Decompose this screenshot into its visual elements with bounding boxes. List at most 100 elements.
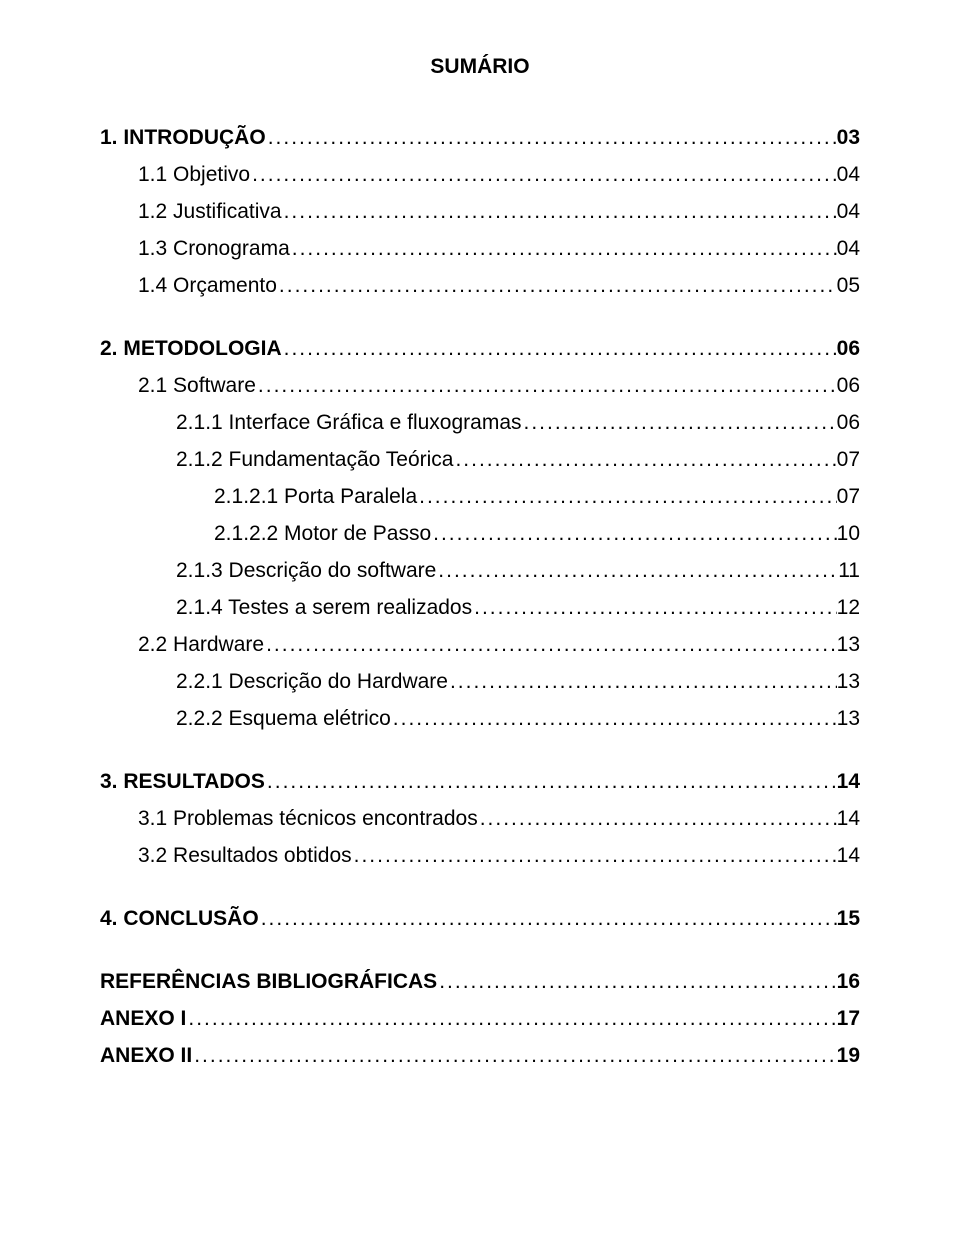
toc-block: 1. INTRODUÇÃO031.1 Objetivo041.2 Justifi… [100, 127, 860, 296]
toc-entry-page: 07 [837, 486, 860, 507]
toc-entry-page: 05 [837, 275, 860, 296]
toc-block: REFERÊNCIAS BIBLIOGRÁFICAS16ANEXO I17ANE… [100, 971, 860, 1066]
toc-entry-label: 2. METODOLOGIA [100, 338, 282, 359]
toc-entry-label: 1.4 Orçamento [138, 275, 277, 296]
toc-entry-page: 13 [837, 708, 860, 729]
toc-line: 2.1.2.2 Motor de Passo 10 [100, 523, 860, 544]
toc-entry-page: 06 [837, 375, 860, 396]
toc-entry-label: 2.1.1 Interface Gráfica e fluxogramas [176, 412, 522, 433]
toc-entry-label: 1.3 Cronograma [138, 238, 290, 259]
toc-entry-page: 16 [837, 971, 860, 992]
toc-line: 2.1 Software 06 [100, 375, 860, 396]
dot-leader [437, 971, 836, 992]
toc-line: 3. RESULTADOS 14 [100, 771, 860, 792]
toc-entry-page: 03 [837, 127, 860, 148]
toc-entry-page: 19 [837, 1045, 860, 1066]
toc-entry-label: 2.2 Hardware [138, 634, 264, 655]
toc-line: 2.2.2 Esquema elétrico 13 [100, 708, 860, 729]
toc-line: ANEXO I 17 [100, 1008, 860, 1029]
toc-line: 2.1.2.1 Porta Paralela 07 [100, 486, 860, 507]
dot-leader [448, 671, 837, 692]
toc-page: SUMÁRIO 1. INTRODUÇÃO031.1 Objetivo041.2… [0, 0, 960, 1254]
dot-leader [453, 449, 836, 470]
toc-entry-label: 2.1.2.1 Porta Paralela [214, 486, 417, 507]
toc-entry-label: 1. INTRODUÇÃO [100, 127, 266, 148]
toc-line: 4. CONCLUSÃO 15 [100, 908, 860, 929]
toc-entry-page: 10 [837, 523, 860, 544]
dot-leader [282, 338, 837, 359]
toc-entry-page: 07 [837, 449, 860, 470]
dot-leader [192, 1045, 836, 1066]
dot-leader [277, 275, 837, 296]
dot-leader [290, 238, 837, 259]
dot-leader [256, 375, 837, 396]
dot-leader [265, 771, 837, 792]
toc-line: 2.2.1 Descrição do Hardware 13 [100, 671, 860, 692]
toc-entry-page: 04 [837, 164, 860, 185]
toc-entry-page: 11 [838, 560, 860, 581]
toc-entry-page: 14 [837, 845, 860, 866]
toc-entry-label: REFERÊNCIAS BIBLIOGRÁFICAS [100, 971, 437, 992]
toc-entry-page: 17 [837, 1008, 860, 1029]
toc-block: 2. METODOLOGIA062.1 Software062.1.1 Inte… [100, 338, 860, 729]
toc-line: 2.1.2 Fundamentação Teórica 07 [100, 449, 860, 470]
dot-leader [250, 164, 837, 185]
toc-line: 1. INTRODUÇÃO 03 [100, 127, 860, 148]
dot-leader [478, 808, 837, 829]
toc-entry-label: 2.1.2 Fundamentação Teórica [176, 449, 453, 470]
toc-entry-page: 13 [837, 634, 860, 655]
dot-leader [431, 523, 837, 544]
toc-entry-label: 2.1 Software [138, 375, 256, 396]
dot-leader [259, 908, 837, 929]
toc-entry-label: 2.2.2 Esquema elétrico [176, 708, 391, 729]
toc-entry-page: 04 [837, 201, 860, 222]
dot-leader [352, 845, 837, 866]
toc-entry-label: 3. RESULTADOS [100, 771, 265, 792]
toc-line: 2.1.1 Interface Gráfica e fluxogramas 06 [100, 412, 860, 433]
dot-leader [417, 486, 837, 507]
dot-leader [522, 412, 837, 433]
toc-entry-label: ANEXO II [100, 1045, 192, 1066]
toc-entry-page: 13 [837, 671, 860, 692]
page-title: SUMÁRIO [100, 55, 860, 79]
dot-leader [266, 127, 837, 148]
toc-line: 2.1.3 Descrição do software 11 [100, 560, 860, 581]
toc-entry-label: 3.2 Resultados obtidos [138, 845, 352, 866]
toc-block: 4. CONCLUSÃO 15 [100, 908, 860, 929]
toc-entry-page: 14 [837, 808, 860, 829]
toc-line: ANEXO II 19 [100, 1045, 860, 1066]
toc-entry-label: ANEXO I [100, 1008, 186, 1029]
dot-leader [391, 708, 837, 729]
dot-leader [264, 634, 837, 655]
toc-line: 2.2 Hardware 13 [100, 634, 860, 655]
toc-entry-label: 1.2 Justificativa [138, 201, 282, 222]
toc-entry-page: 04 [837, 238, 860, 259]
toc-entry-label: 2.1.3 Descrição do software [176, 560, 436, 581]
toc-entry-label: 2.2.1 Descrição do Hardware [176, 671, 448, 692]
toc-entry-label: 3.1 Problemas técnicos encontrados [138, 808, 478, 829]
toc-entry-page: 06 [837, 412, 860, 433]
toc-block: 3. RESULTADOS143.1 Problemas técnicos en… [100, 771, 860, 866]
toc-entry-page: 14 [837, 771, 860, 792]
toc-entry-label: 1.1 Objetivo [138, 164, 250, 185]
toc-entry-page: 15 [837, 908, 860, 929]
toc-line: 3.1 Problemas técnicos encontrados 14 [100, 808, 860, 829]
dot-leader [472, 597, 837, 618]
toc-entry-page: 12 [837, 597, 860, 618]
toc-entry-label: 4. CONCLUSÃO [100, 908, 259, 929]
toc-line: 1.2 Justificativa 04 [100, 201, 860, 222]
toc-container: 1. INTRODUÇÃO031.1 Objetivo041.2 Justifi… [100, 127, 860, 1066]
dot-leader [282, 201, 837, 222]
toc-line: 1.1 Objetivo 04 [100, 164, 860, 185]
dot-leader [436, 560, 838, 581]
dot-leader [186, 1008, 836, 1029]
toc-entry-label: 2.1.4 Testes a serem realizados [176, 597, 472, 618]
toc-line: 2.1.4 Testes a serem realizados 12 [100, 597, 860, 618]
toc-line: 3.2 Resultados obtidos 14 [100, 845, 860, 866]
toc-line: REFERÊNCIAS BIBLIOGRÁFICAS 16 [100, 971, 860, 992]
toc-line: 1.4 Orçamento 05 [100, 275, 860, 296]
toc-line: 1.3 Cronograma 04 [100, 238, 860, 259]
toc-entry-label: 2.1.2.2 Motor de Passo [214, 523, 431, 544]
toc-entry-page: 06 [837, 338, 860, 359]
toc-line: 2. METODOLOGIA 06 [100, 338, 860, 359]
